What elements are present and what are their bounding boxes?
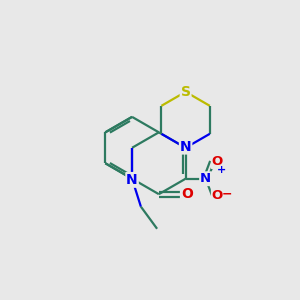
Text: N: N [180, 140, 191, 154]
Text: −: − [222, 188, 233, 201]
Text: +: + [217, 166, 226, 176]
Text: O: O [212, 155, 223, 168]
Text: O: O [181, 187, 193, 201]
Text: O: O [212, 189, 223, 202]
Text: N: N [126, 173, 138, 187]
Text: S: S [181, 85, 190, 99]
Text: N: N [200, 172, 211, 185]
